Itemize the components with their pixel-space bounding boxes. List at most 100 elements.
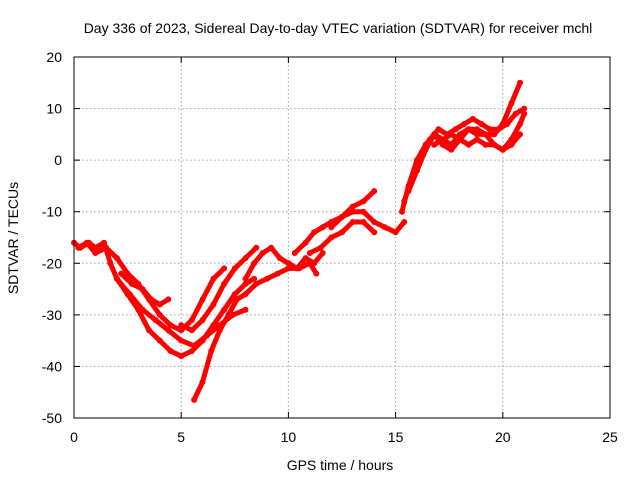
data-point — [221, 306, 228, 313]
data-point — [113, 275, 120, 282]
data-point — [199, 296, 206, 303]
data-point — [199, 378, 206, 385]
data-point — [92, 250, 99, 256]
data-point — [139, 286, 146, 293]
data-point — [167, 348, 174, 354]
x-axis-label: GPS time / hours — [287, 457, 394, 473]
data-point — [253, 244, 260, 251]
data-point — [504, 121, 511, 127]
data-point — [75, 244, 82, 251]
data-point — [251, 260, 258, 267]
data-point — [128, 280, 135, 287]
data-point — [405, 188, 412, 195]
data-point — [486, 126, 493, 133]
data-point — [83, 239, 90, 246]
data-point — [103, 244, 110, 251]
data-point — [349, 219, 356, 225]
data-point — [285, 260, 292, 267]
data-point — [302, 255, 309, 262]
data-point — [216, 327, 223, 334]
data-point — [448, 141, 455, 148]
data-point — [422, 146, 429, 153]
data-point — [253, 280, 260, 287]
data-point — [233, 296, 240, 303]
data-point — [381, 224, 388, 231]
data-point — [452, 126, 459, 133]
chart-title: Day 336 of 2023, Sidereal Day-to-day VTE… — [84, 20, 593, 36]
x-tick-label: 15 — [388, 429, 404, 445]
y-axis-ticks: -50 -40 -30 -20 -10 0 10 20 — [42, 49, 610, 426]
data-point — [268, 244, 275, 251]
data-point — [191, 342, 198, 349]
data-point — [242, 306, 249, 313]
data-point — [371, 229, 378, 236]
data-point — [360, 208, 367, 215]
data-point — [276, 255, 283, 262]
data-point — [156, 337, 163, 344]
y-axis-label: SDTVAR / TECUs — [5, 182, 21, 294]
data-point — [469, 115, 476, 122]
data-point — [210, 275, 217, 282]
data-point — [392, 229, 399, 236]
data-point — [439, 136, 446, 143]
data-point — [203, 332, 210, 339]
data-point — [156, 301, 163, 308]
data-point — [208, 348, 215, 354]
data-point — [242, 291, 249, 298]
data-point — [360, 219, 367, 225]
data-point — [401, 198, 408, 205]
x-tick-label: 10 — [281, 429, 297, 445]
data-point — [435, 126, 442, 133]
data-point — [165, 296, 172, 303]
data-point — [521, 110, 528, 117]
data-point — [259, 250, 266, 256]
data-point — [231, 291, 238, 298]
data-point — [349, 203, 356, 210]
data-point — [178, 327, 185, 334]
data-point — [107, 260, 114, 267]
data-point — [401, 219, 408, 225]
data-point — [474, 136, 481, 143]
data-point — [178, 337, 185, 344]
data-point — [339, 213, 345, 220]
data-point — [178, 322, 185, 329]
data-point — [188, 348, 195, 354]
data-point — [274, 270, 281, 277]
data-point — [448, 146, 455, 153]
y-tick-label: -40 — [42, 358, 62, 374]
data-series — [71, 79, 528, 403]
data-point — [242, 255, 249, 262]
data-point — [139, 306, 146, 313]
data-point — [339, 229, 345, 236]
data-point — [317, 244, 324, 251]
data-point — [319, 250, 326, 256]
x-axis-ticks: 0 5 10 15 20 25 — [70, 57, 618, 445]
data-point — [399, 208, 405, 215]
data-point — [178, 353, 185, 360]
data-point — [306, 250, 313, 256]
data-point — [517, 131, 523, 138]
data-point — [465, 126, 472, 133]
data-point — [495, 126, 502, 133]
data-point — [242, 275, 249, 282]
data-point — [165, 327, 172, 334]
grid-lines — [74, 57, 610, 418]
data-point — [291, 250, 298, 256]
data-point — [328, 224, 335, 231]
data-point — [465, 141, 472, 148]
data-point — [311, 260, 318, 267]
data-point — [242, 280, 249, 287]
x-tick-label: 25 — [602, 429, 618, 445]
data-point — [491, 141, 498, 148]
data-point — [371, 188, 378, 195]
data-point — [156, 311, 163, 318]
data-point — [482, 141, 489, 148]
data-point — [431, 141, 438, 148]
series-line — [243, 245, 326, 282]
data-point — [210, 301, 217, 308]
data-point — [221, 265, 228, 272]
x-tick-label: 20 — [495, 429, 511, 445]
data-point — [360, 198, 367, 205]
y-tick-label: 0 — [54, 152, 62, 168]
